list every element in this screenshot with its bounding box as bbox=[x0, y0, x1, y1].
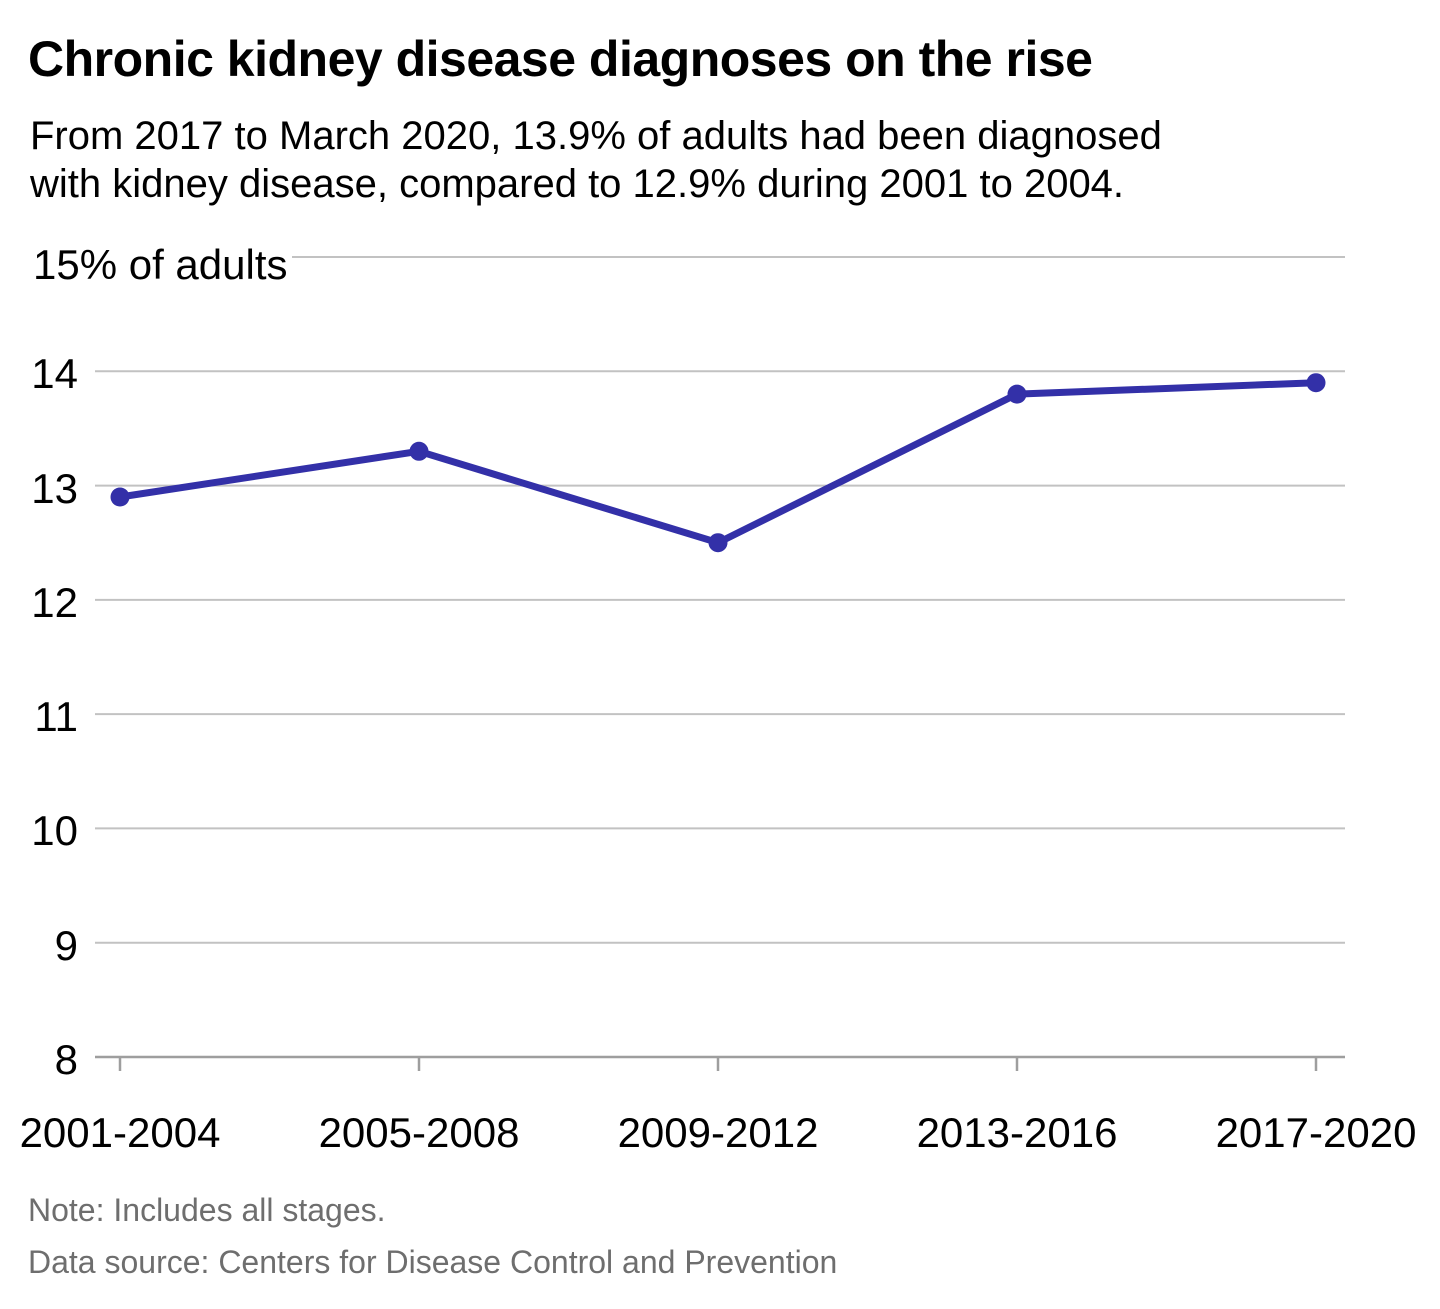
chart-source: Data source: Centers for Disease Control… bbox=[28, 1244, 838, 1280]
y-axis-label-10: 10 bbox=[31, 807, 78, 855]
data-point-2005-2008 bbox=[409, 441, 429, 461]
x-axis-label-2009-2012: 2009-2012 bbox=[617, 1109, 819, 1156]
chart-note: Note: Includes all stages. bbox=[28, 1192, 386, 1228]
chart-footer: Note: Includes all stages. Data source: … bbox=[28, 1184, 837, 1288]
y-axis-top-label: 15% of adults bbox=[33, 241, 288, 288]
data-point-2009-2012 bbox=[708, 533, 728, 553]
x-axis-label-2017-2020: 2017-2020 bbox=[1215, 1109, 1417, 1156]
y-axis-label-8: 8 bbox=[54, 1036, 78, 1083]
data-point-2001-2004 bbox=[110, 487, 130, 507]
chart-subtitle-line-1: From 2017 to March 2020, 13.9% of adults… bbox=[30, 114, 1162, 158]
data-point-2017-2020 bbox=[1306, 373, 1326, 393]
y-axis-label-13: 13 bbox=[31, 464, 78, 512]
chart-subtitle: From 2017 to March 2020, 13.9% of adults… bbox=[30, 112, 1162, 208]
series-line bbox=[116, 379, 1320, 547]
data-point-2013-2016 bbox=[1007, 384, 1027, 404]
chart-title: Chronic kidney disease diagnoses on the … bbox=[28, 31, 1093, 87]
y-axis-label-11: 11 bbox=[34, 693, 78, 741]
x-axis-label-2005-2008: 2005-2008 bbox=[318, 1109, 520, 1156]
y-axis-label-12: 12 bbox=[31, 578, 78, 626]
y-axis-label-9: 9 bbox=[54, 921, 78, 969]
x-axis-label-2013-2016: 2013-2016 bbox=[916, 1109, 1118, 1156]
y-axis-label-14: 14 bbox=[31, 350, 78, 398]
chart-subtitle-line-2: with kidney disease, compared to 12.9% d… bbox=[30, 162, 1125, 206]
x-axis-label-2001-2004: 2001-2004 bbox=[19, 1109, 221, 1156]
